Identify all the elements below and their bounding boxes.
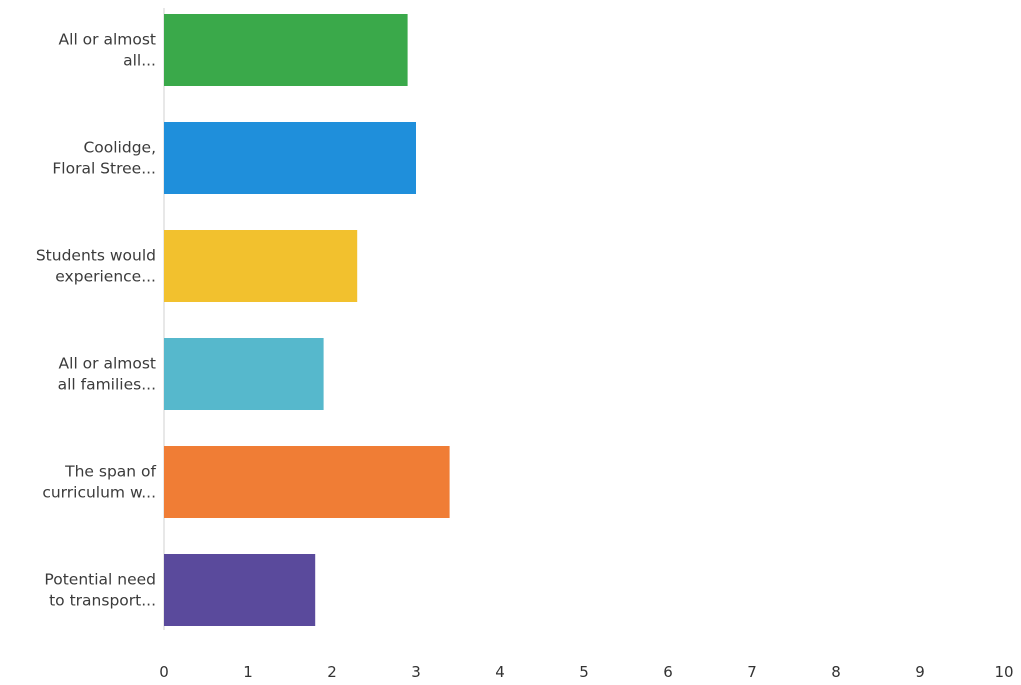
x-tick-label-6: 6 <box>663 663 673 681</box>
x-tick-label-8: 8 <box>831 663 841 681</box>
x-tick-label-1: 1 <box>243 663 253 681</box>
category-label-6-line-1: Potential need <box>44 571 156 589</box>
category-label-1-line-1: All or almost <box>59 31 156 49</box>
bars-group <box>164 14 450 626</box>
x-tick-label-3: 3 <box>411 663 421 681</box>
bar-3 <box>164 230 358 302</box>
category-label-2-line-1: Coolidge, <box>83 139 156 157</box>
category-label-5-line-1: The span of <box>64 463 156 481</box>
category-label-2-line-2: Floral Stree... <box>52 160 156 178</box>
category-label-6-line-2: to transport... <box>49 592 156 610</box>
x-tick-label-9: 9 <box>915 663 925 681</box>
x-tick-label-0: 0 <box>159 663 169 681</box>
category-labels: All or almost all... Coolidge, Floral Stree… <box>36 31 157 610</box>
category-label-4-line-2: all families... <box>58 376 156 394</box>
bar-5 <box>164 446 450 518</box>
category-label-1-line-2: all... <box>123 52 156 70</box>
category-label-4-line-1: All or almost <box>59 355 156 373</box>
x-tick-label-5: 5 <box>579 663 589 681</box>
category-label-3-line-2: experience... <box>55 268 156 286</box>
x-tick-labels: 0 1 2 3 4 5 6 7 8 9 10 <box>159 663 1013 681</box>
x-tick-label-2: 2 <box>327 663 337 681</box>
x-tick-label-7: 7 <box>747 663 757 681</box>
category-label-5-line-2: curriculum w... <box>42 484 156 502</box>
bar-6 <box>164 554 316 626</box>
x-tick-label-10: 10 <box>994 663 1013 681</box>
bar-2 <box>164 122 416 194</box>
bar-4 <box>164 338 324 410</box>
bar-1 <box>164 14 408 86</box>
category-label-3-line-1: Students would <box>36 247 156 265</box>
x-tick-label-4: 4 <box>495 663 505 681</box>
